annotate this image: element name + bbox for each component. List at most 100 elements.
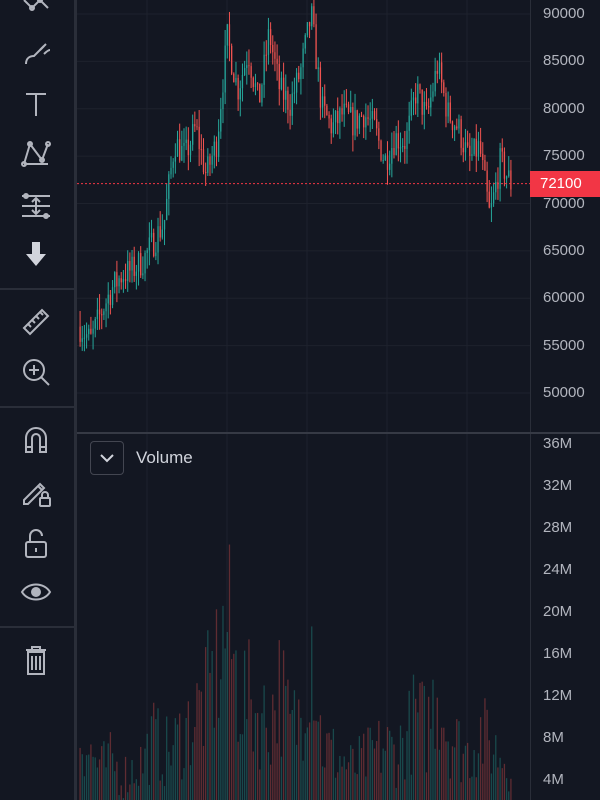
volume-bar	[447, 741, 449, 800]
volume-bar	[196, 683, 198, 800]
volume-bar	[445, 741, 447, 800]
price-chart[interactable]	[77, 0, 530, 432]
candle-body	[254, 83, 257, 88]
volume-bar	[276, 743, 278, 800]
candle-body	[339, 108, 341, 124]
volume-chart[interactable]	[77, 434, 530, 800]
candle-body	[98, 309, 101, 315]
volume-bar	[343, 756, 345, 800]
volume-bar	[109, 732, 112, 800]
volume-tick-label: 8M	[543, 729, 564, 746]
arrow-down-icon[interactable]	[12, 234, 60, 274]
candle-body	[499, 148, 501, 189]
volume-bar	[274, 710, 276, 800]
volume-bar	[233, 653, 235, 800]
candle-body	[376, 119, 378, 129]
candle-body	[202, 149, 205, 173]
pattern-tool-icon[interactable]	[12, 0, 60, 30]
volume-bar	[246, 719, 248, 800]
volume-bar	[83, 776, 86, 800]
brush-icon[interactable]	[12, 34, 60, 74]
candle-body	[389, 163, 391, 170]
volume-bar	[378, 720, 380, 800]
volume-bar	[153, 702, 155, 800]
candle-body	[79, 326, 81, 342]
volume-bar	[183, 768, 185, 800]
candle-body	[321, 96, 324, 108]
candle-body	[189, 144, 192, 156]
candle-body	[423, 101, 425, 115]
volume-bar	[458, 721, 460, 800]
volume-collapse-button[interactable]	[90, 441, 124, 475]
unlock-icon[interactable]	[12, 524, 60, 564]
measure-range-icon[interactable]	[12, 186, 60, 226]
volume-bar	[386, 727, 389, 800]
volume-bar	[306, 727, 309, 800]
candle-body	[170, 167, 172, 175]
volume-bar	[315, 720, 317, 800]
volume-legend: Volume	[90, 440, 193, 476]
candle-body	[90, 328, 92, 334]
volume-bar	[237, 741, 239, 800]
candle-body	[434, 70, 436, 92]
candle-body	[479, 141, 482, 154]
price-tick-label: 55000	[543, 336, 585, 354]
candle-body	[367, 117, 369, 119]
volume-bar	[254, 713, 257, 800]
trash-icon[interactable]	[12, 640, 60, 680]
magnet-icon[interactable]	[12, 420, 60, 460]
volume-pane[interactable]	[77, 434, 530, 800]
candle-body	[334, 110, 337, 123]
volume-bar	[267, 752, 270, 800]
candle-body	[280, 77, 283, 90]
eye-icon[interactable]	[12, 572, 60, 612]
price-axis[interactable]: 90000 85000 80000 75000 70000 65000 60000 55000…	[530, 0, 600, 432]
price-tick-label: 60000	[543, 289, 585, 307]
price-pane[interactable]	[77, 0, 530, 432]
volume-bar	[278, 640, 280, 800]
zoom-in-icon[interactable]	[12, 352, 60, 392]
ruler-icon[interactable]	[12, 302, 60, 342]
xabcd-pattern-icon[interactable]	[12, 134, 60, 174]
candle-body	[451, 121, 454, 131]
volume-bar	[415, 698, 417, 800]
candle-body	[412, 97, 415, 101]
volume-bar	[137, 785, 140, 800]
price-tick-label: 65000	[543, 241, 585, 259]
volume-bar	[285, 685, 287, 800]
volume-bar	[265, 727, 267, 800]
candle-body	[462, 147, 464, 153]
candle-body	[263, 54, 265, 85]
volume-bar	[250, 699, 252, 800]
volume-bar	[144, 748, 146, 800]
volume-bar	[79, 747, 81, 800]
pane-divider[interactable]	[77, 432, 600, 434]
text-tool-icon[interactable]	[12, 84, 60, 124]
volume-axis[interactable]: 36M 32M 28M 24M 20M 16M 12M 8M 4M	[530, 434, 600, 800]
volume-bar	[166, 716, 168, 800]
volume-bar	[347, 762, 350, 800]
candle-body	[176, 139, 179, 157]
candle-body	[456, 126, 458, 129]
candle-body	[326, 105, 328, 116]
volume-bar	[118, 795, 120, 800]
volume-bar	[505, 778, 508, 800]
volume-bar	[127, 792, 129, 800]
volume-bar	[432, 679, 434, 800]
volume-bar	[176, 724, 179, 800]
volume-bar	[350, 745, 352, 800]
candle-body	[378, 128, 380, 141]
candle-body	[157, 226, 159, 253]
candle-body	[464, 142, 467, 153]
candle-body	[196, 126, 198, 128]
chart-area[interactable]	[77, 0, 530, 800]
candle-body	[94, 318, 96, 329]
candle-body	[289, 109, 291, 116]
candle-body	[163, 219, 166, 230]
candle-body	[267, 29, 270, 55]
candle-body	[135, 271, 138, 276]
volume-bar	[252, 751, 254, 800]
volume-bar	[486, 709, 488, 800]
lock-drawing-icon[interactable]	[12, 472, 60, 512]
volume-bar	[295, 744, 298, 800]
